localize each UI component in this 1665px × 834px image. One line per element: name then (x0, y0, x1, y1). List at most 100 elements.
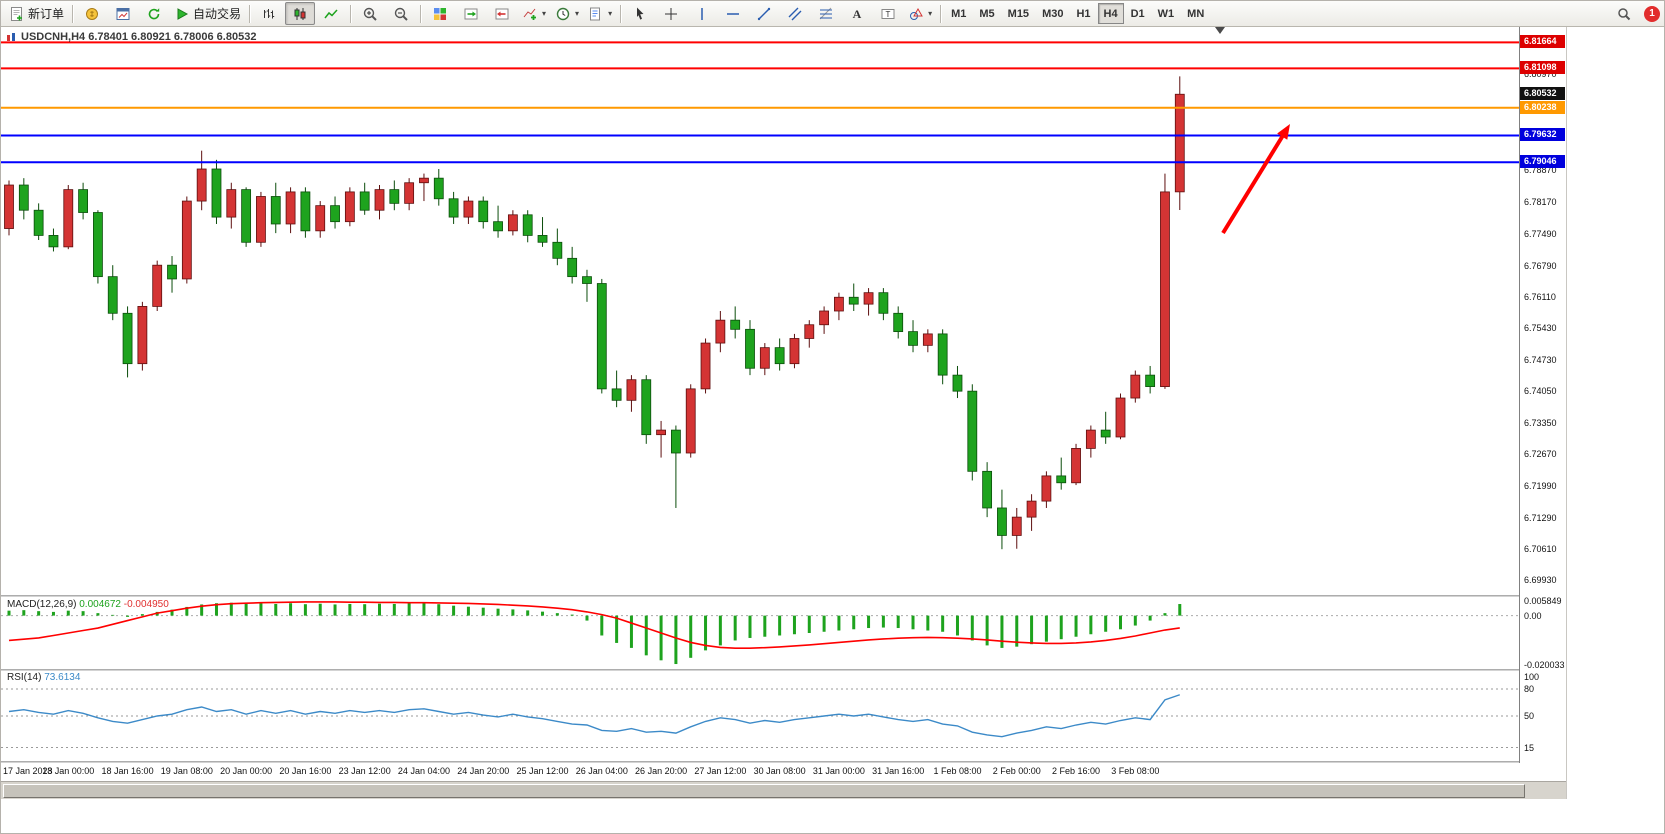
price-axis-border (1519, 27, 1520, 763)
candle-body (1085, 429, 1096, 449)
chart-window-icon (116, 7, 130, 20)
annotation-arrow-shaft[interactable] (1221, 128, 1289, 235)
candle-body (374, 189, 385, 211)
candle-body (285, 191, 296, 225)
fibonacci-button[interactable] (811, 2, 841, 25)
vertical-line-button[interactable] (687, 2, 717, 25)
candle-body (537, 235, 548, 243)
svg-text:T: T (886, 9, 891, 18)
time-axis-label: 27 Jan 12:00 (694, 766, 747, 776)
clock-icon (556, 7, 570, 20)
timeframe-h1-button[interactable]: H1 (1070, 3, 1096, 24)
price-axis-label: 6.78170 (1524, 197, 1557, 208)
search-button[interactable] (1609, 2, 1639, 25)
line-chart-button[interactable] (316, 2, 346, 25)
annotation-arrow-head[interactable] (1277, 124, 1290, 140)
panel-separator[interactable] (1, 595, 1566, 597)
text-label-button[interactable]: T (873, 2, 903, 25)
rsi-axis-label: 100 (1524, 672, 1540, 682)
market-watch-button[interactable] (77, 2, 107, 25)
candle-body (270, 196, 281, 225)
price-axis-label: 6.73350 (1524, 418, 1557, 429)
macd-plot[interactable] (1, 597, 1519, 669)
main-chart-plot[interactable] (1, 27, 1519, 595)
candle-body (908, 331, 918, 346)
candlestick-chart-icon (294, 7, 306, 20)
refresh-button[interactable] (139, 2, 169, 25)
candlestick-chart-button[interactable] (285, 2, 316, 25)
bar-chart-button[interactable] (254, 2, 284, 25)
chart-shift-icon (495, 8, 509, 19)
notification-badge[interactable]: 1 (1644, 5, 1660, 22)
timeframe-m5-button[interactable]: M5 (973, 3, 1000, 24)
channel-button[interactable] (780, 2, 810, 25)
auto-scroll-button[interactable] (456, 2, 486, 25)
new-order-button[interactable]: 新订单 (5, 2, 68, 25)
horizontal-line-button[interactable] (718, 2, 748, 25)
chart-shift-marker[interactable] (1215, 27, 1225, 34)
template-icon (590, 7, 601, 20)
autotrading-button[interactable]: 自动交易 (170, 2, 245, 25)
candle-body (93, 212, 103, 278)
candle-body (463, 200, 474, 218)
price-axis-label: 6.78870 (1524, 165, 1557, 176)
text-button[interactable]: A (842, 2, 872, 25)
rsi-axis-label: 15 (1524, 742, 1535, 753)
candle-body (700, 342, 711, 390)
svg-text:A: A (853, 7, 862, 21)
zoom-in-icon (363, 7, 377, 21)
timeframe-w1-button[interactable]: W1 (1152, 3, 1181, 24)
candle-body (63, 189, 74, 248)
price-axis-label: 6.69930 (1524, 574, 1557, 585)
bar-chart-icon (264, 8, 275, 18)
time-axis-label: 19 Jan 08:00 (160, 766, 213, 776)
zoom-in-button[interactable] (355, 2, 385, 25)
timeframe-m1-button[interactable]: M1 (945, 3, 972, 24)
scrollbar-thumb[interactable] (3, 784, 1525, 798)
timeframe-label: D1 (1130, 7, 1145, 20)
rsi-plot[interactable] (1, 671, 1519, 761)
horizontal-scrollbar[interactable] (1, 781, 1566, 799)
timeframe-label: M1 (951, 7, 967, 20)
candle-body (1145, 374, 1156, 387)
timeframe-d1-button[interactable]: D1 (1125, 3, 1151, 24)
candle-body (656, 429, 666, 436)
shapes-button[interactable]: ▾ (904, 2, 936, 25)
timeframe-mn-button[interactable]: MN (1181, 3, 1210, 24)
crosshair-button[interactable] (656, 2, 686, 25)
candle-body (730, 319, 741, 330)
price-tag: 6.80238 (1520, 100, 1565, 114)
auto-scroll-icon (464, 8, 478, 19)
price-tag: 6.81664 (1520, 35, 1565, 49)
data-window-button[interactable] (108, 2, 138, 25)
timeframe-m30-button[interactable]: M30 (1036, 3, 1069, 24)
time-axis-label: 30 Jan 08:00 (753, 766, 806, 776)
rsi-label: RSI(14) 73.6134 (7, 672, 80, 683)
candle-body (759, 347, 770, 369)
candle-body (582, 276, 592, 284)
cursor-button[interactable] (625, 2, 655, 25)
tile-windows-icon (434, 7, 447, 20)
panel-separator[interactable] (1, 669, 1566, 671)
timeframe-m15-button[interactable]: M15 (1002, 3, 1035, 24)
tile-windows-button[interactable] (425, 2, 455, 25)
periods-button[interactable]: ▾ (551, 2, 583, 25)
price-axis-label: 6.72670 (1524, 449, 1557, 460)
candle-body (789, 338, 800, 365)
time-axis[interactable]: 17 Jan 2023 18 Jan 00:00 18 Jan 16:00 19 Ja… (1, 763, 1519, 780)
indicators-button[interactable]: ▾ (518, 2, 550, 25)
candle-body (715, 319, 726, 344)
candle-body (863, 292, 874, 305)
time-axis-label: 2 Feb 16:00 (1052, 766, 1101, 776)
price-axis[interactable]: 6.809706.788706.781706.774906.767906.761… (1520, 27, 1566, 763)
trendline-button[interactable] (749, 2, 779, 25)
candle-body (448, 198, 459, 218)
chart-shift-button[interactable] (487, 2, 517, 25)
candle-body (78, 189, 88, 213)
candle-body (552, 241, 563, 259)
zoom-out-button[interactable] (386, 2, 416, 25)
templates-button[interactable]: ▾ (584, 2, 616, 25)
dropdown-caret: ▾ (575, 9, 580, 18)
timeframe-h4-button[interactable]: H4 (1097, 3, 1124, 24)
